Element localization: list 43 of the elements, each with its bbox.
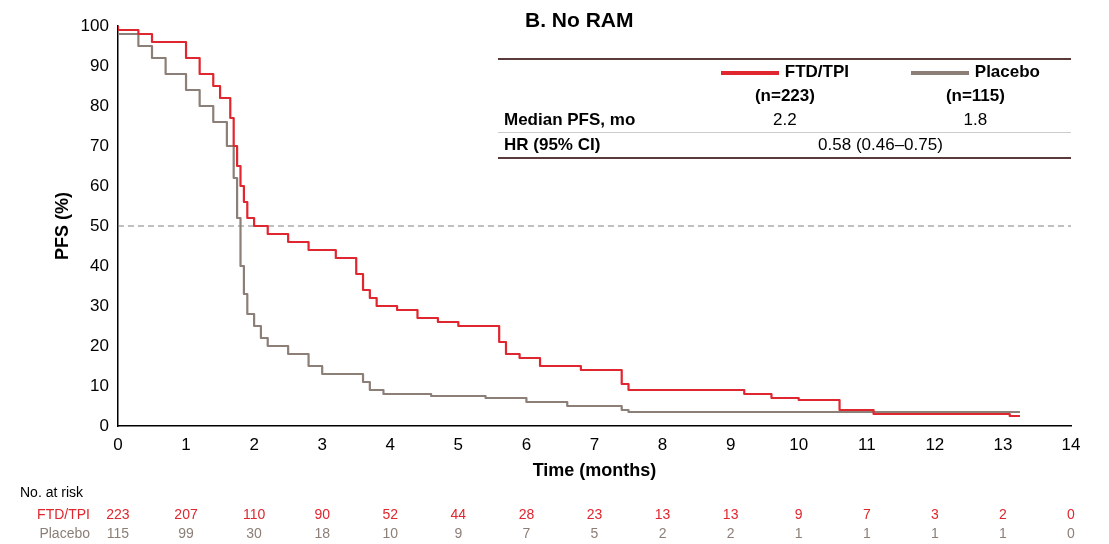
- x-tick-label: 10: [789, 434, 809, 454]
- text: 115 99 30 18 10 9 7 5 2 2 1 1 1 1 0: [106, 524, 1075, 541]
- y-tick-label: 60: [90, 175, 109, 195]
- x-tick-label: 8: [657, 434, 668, 454]
- annotation: (n=223): [753, 85, 816, 107]
- annotation: (n=115): [944, 85, 1006, 107]
- text: FTD/TPI: [37, 505, 90, 522]
- y-tick-label: 70: [90, 135, 109, 155]
- x-tick-label: 12: [925, 434, 945, 454]
- y-tick-label: 80: [90, 95, 109, 115]
- annotation: 1.8: [962, 109, 989, 131]
- y-tick-label: 40: [90, 255, 109, 275]
- x-tick-label: 9: [725, 434, 736, 454]
- y-tick-label: 50: [90, 215, 109, 235]
- x-axis-title: Time (months): [532, 460, 657, 481]
- y-tick-label: 20: [90, 335, 109, 355]
- annotation: 0.58 (0.46–0.75): [817, 134, 944, 156]
- y-axis-title: PFS (%): [51, 191, 72, 261]
- x-tick-label: 7: [589, 434, 600, 454]
- y-tick-label: 0: [99, 415, 109, 435]
- x-tick-label: 13: [993, 434, 1013, 454]
- x-tick-label: 1: [181, 434, 191, 454]
- legend-label: Placebo: [973, 61, 1041, 83]
- x-tick-label: 5: [453, 434, 464, 454]
- x-tick-label: 2: [249, 434, 259, 454]
- y-tick-label: 10: [90, 375, 109, 395]
- x-tick-label: 6: [521, 434, 532, 454]
- annotation: HR (95% CI): [503, 134, 602, 156]
- y-tick-label: 100: [80, 15, 109, 35]
- text: 223 207 110 90 52 44 28 23 13 13 9 7 3 2 0: [106, 505, 1075, 522]
- text: Placebo: [39, 524, 90, 541]
- x-tick-label: 0: [113, 434, 123, 454]
- y-tick-label: 90: [90, 55, 109, 75]
- text: No. at risk: [20, 483, 85, 500]
- legend-label: FTD/TPI: [783, 61, 850, 83]
- y-tick-label: 30: [90, 295, 109, 315]
- annotation: Median PFS, mo: [503, 109, 637, 131]
- x-tick-label: 3: [317, 434, 327, 454]
- chart-title: B. No RAM: [525, 8, 634, 32]
- x-tick-label: 11: [857, 434, 876, 454]
- annotation: 2.2: [772, 109, 798, 131]
- x-tick-label: 4: [385, 434, 395, 454]
- x-tick-label: 14: [1061, 434, 1081, 454]
